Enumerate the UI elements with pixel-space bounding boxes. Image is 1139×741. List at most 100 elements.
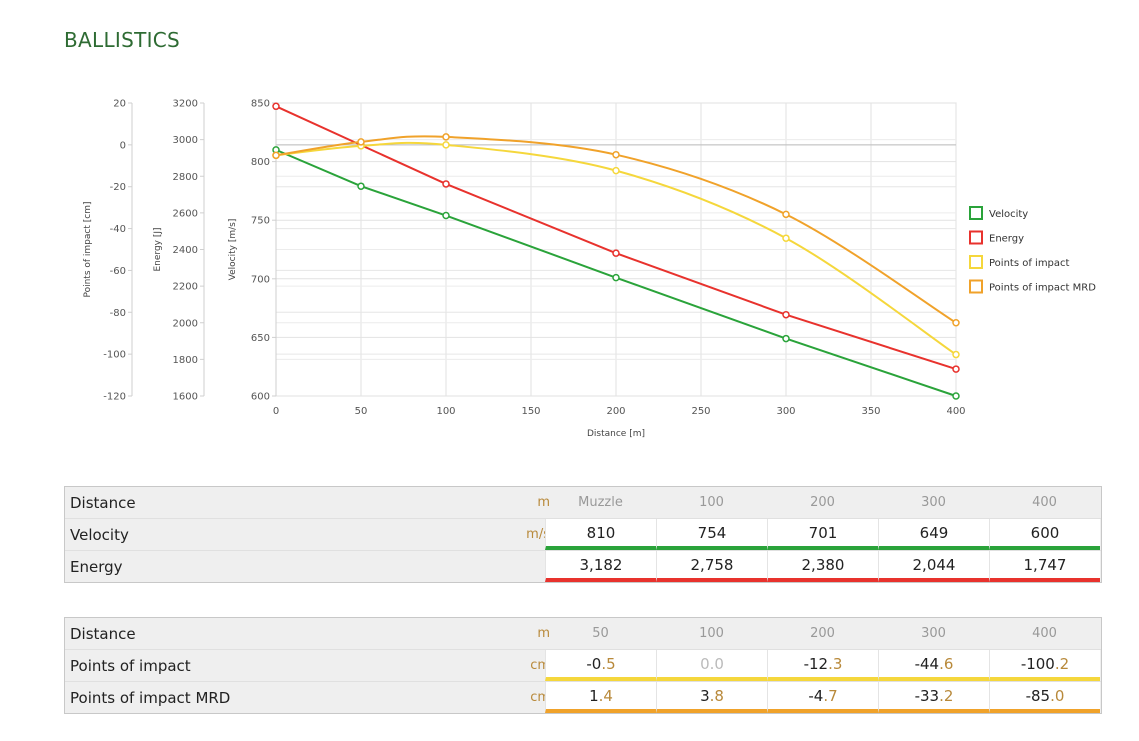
value-integer: -4 [808, 686, 824, 705]
points-of-impact-mrd-point [782, 210, 790, 219]
x-tick-label: 150 [521, 406, 540, 417]
header-cell: 300 [921, 626, 946, 641]
y-tick-label: 800 [251, 157, 270, 168]
velocity-row: Velocity m/s 810 754 701 649 600 [65, 518, 1101, 550]
value-integer: -33 [914, 686, 940, 705]
y-tick-label: -80 [110, 308, 126, 319]
y-tick-label: 2800 [173, 172, 198, 183]
y-tick-label: 750 [251, 216, 270, 227]
velocity-point [952, 392, 960, 400]
value-fraction: .0 [1050, 686, 1065, 705]
value-integer: 3 [700, 686, 710, 705]
velocity-cell: 600 [989, 519, 1100, 550]
value-fraction: .4 [598, 686, 613, 705]
row-unit: m/s [526, 527, 550, 542]
value-fraction: .2 [939, 686, 954, 705]
row-unit: m [537, 495, 550, 510]
row-unit: J [490, 559, 550, 574]
points-of-impact-point [442, 141, 450, 149]
value-integer: -44 [914, 654, 940, 673]
y-axis-title: Points of impact [cm] [83, 201, 93, 297]
points-of-impact-point [952, 350, 960, 359]
energy-cell: 2,044 [878, 551, 989, 582]
velocity-point [357, 182, 365, 190]
value-integer: 1 [589, 686, 599, 705]
velocity-cell: 754 [656, 519, 767, 550]
energy-row: Energy J 3,182 2,758 2,380 2,044 1,747 [65, 550, 1101, 582]
y-tick-label: 0 [120, 140, 126, 151]
y-tick-label: 1800 [173, 355, 198, 366]
value-integer: -0 [586, 654, 602, 673]
y-tick-label: 700 [251, 274, 270, 285]
legend-label: Velocity [989, 209, 1028, 220]
y-tick-label: 1600 [173, 392, 198, 403]
velocity-point [442, 211, 450, 220]
x-tick-label: 250 [691, 406, 710, 417]
header-cell: 200 [810, 495, 835, 510]
mrd-cell: -4.7 [767, 682, 878, 713]
row-label: Points of impact MRD [70, 688, 231, 707]
energy-point [442, 180, 450, 188]
row-label: Velocity [70, 525, 129, 544]
row-label: Distance [70, 624, 136, 643]
y-tick-label: 2200 [173, 282, 198, 293]
legend-swatch [969, 255, 983, 269]
legend-label: Energy [989, 234, 1024, 245]
y-tick-label: 2400 [173, 245, 198, 256]
y-tick-label: -120 [103, 392, 126, 403]
x-tick-label: 200 [606, 406, 625, 417]
value-fraction: .7 [823, 686, 838, 705]
velocity-cell: 810 [545, 519, 656, 550]
header-cell: 400 [1032, 626, 1057, 641]
points-of-impact-table: Distance m 50 100 200 300 400 Points of … [64, 617, 1102, 714]
mrd-cell: 1.4 [545, 682, 656, 713]
header-cell: 300 [921, 495, 946, 510]
row-label: Distance [70, 493, 136, 512]
poi-cell: -44.6 [878, 650, 989, 681]
header-cell: 50 [592, 626, 609, 641]
y-tick-label: -100 [103, 350, 126, 361]
energy-cell: 2,380 [767, 551, 878, 582]
y-axis-title: Energy [J] [153, 227, 163, 271]
mrd-cell: -85.0 [989, 682, 1100, 713]
header-cell: Muzzle [578, 495, 623, 510]
mrd-cell: 3.8 [656, 682, 767, 713]
y-tick-label: 3000 [173, 135, 198, 146]
value-integer: -12 [803, 654, 829, 673]
row-unit: cm [530, 658, 550, 673]
poi-cell: -12.3 [767, 650, 878, 681]
y-axis-title: Velocity [m/s] [228, 219, 238, 281]
velocity-cell: 701 [767, 519, 878, 550]
poi-cell: -100.2 [989, 650, 1100, 681]
value-fraction: .2 [1054, 654, 1070, 673]
page-title: BALLISTICS [64, 28, 181, 52]
velocity-line [275, 148, 957, 397]
x-tick-label: 300 [776, 406, 795, 417]
header-cell: 400 [1032, 495, 1057, 510]
legend-label: Points of impact [989, 258, 1070, 269]
velocity-point [612, 273, 620, 282]
energy-point [952, 365, 960, 373]
value-fraction: .0 [709, 654, 724, 673]
velocity-point [782, 334, 790, 343]
y-tick-label: 2000 [173, 318, 198, 329]
poi-cell: 0.0 [656, 650, 767, 681]
y-tick-label: -60 [110, 266, 126, 277]
energy-point [782, 310, 790, 319]
y-tick-label: -40 [110, 224, 126, 235]
x-tick-label: 400 [946, 406, 965, 417]
row-unit: cm [530, 690, 550, 705]
points-of-impact-mrd-row: Points of impact MRD cm 1.4 3.8 -4.7 -33… [65, 681, 1101, 713]
energy-point [612, 249, 620, 257]
legend-label: Points of impact MRD [989, 283, 1096, 294]
points-of-impact-mrd-point [357, 138, 365, 146]
legend-swatch [969, 279, 983, 294]
points-of-impact-mrd-point [442, 133, 450, 141]
x-tick-label: 350 [861, 406, 880, 417]
points-of-impact-point [782, 234, 790, 242]
value-fraction: .5 [601, 654, 616, 673]
row-label: Points of impact [70, 656, 191, 675]
value-fraction: .6 [939, 654, 954, 673]
x-tick-label: 50 [355, 406, 368, 417]
